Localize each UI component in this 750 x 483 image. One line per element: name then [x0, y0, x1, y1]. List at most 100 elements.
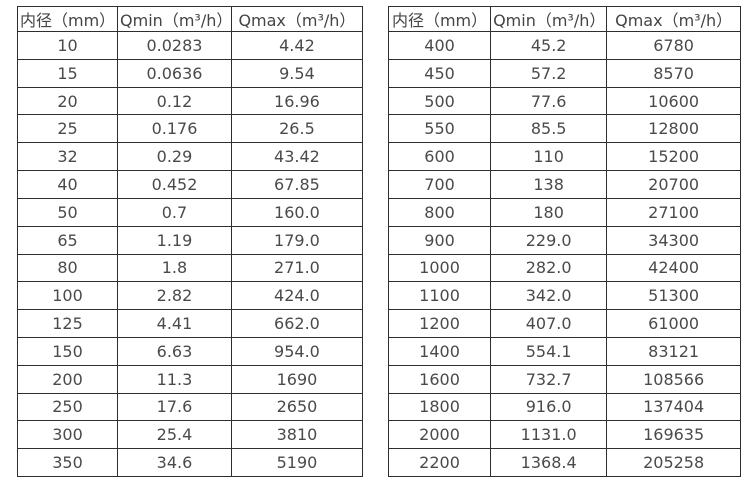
table-cell-qmin: 0.7 [117, 197, 232, 227]
table-cell-qmax: 3810 [230, 420, 364, 450]
table-cell-qmin: 1.19 [117, 225, 232, 255]
table-cell-qmax: 4.42 [230, 31, 364, 60]
table-cell-qmin: 45.2 [490, 31, 608, 60]
table-cell-qmax: 67.85 [230, 170, 364, 199]
table-row: 2200 1368.4 205258 [387, 448, 741, 477]
table-row: 10 0.0283 4.42 [16, 31, 364, 60]
header-row: 内径（mm） Qmin（m³/h） Qmax（m³/h） [387, 6, 741, 32]
table-cell-qmin: 2.82 [117, 281, 232, 311]
table-cell-qmax: 26.5 [230, 114, 364, 144]
table-cell-qmin: 0.12 [117, 86, 232, 116]
table-cell-qmin: 229.0 [490, 225, 608, 255]
header-cell-qmin: Qmin（m³/h） [117, 6, 232, 32]
table-row: 250 17.6 2650 [16, 392, 364, 422]
table-cell-qmin: 732.7 [490, 364, 608, 394]
table-row: 600 110 15200 [387, 142, 741, 172]
table-cell-qmin: 916.0 [490, 392, 608, 422]
table-cell-qmin: 0.0636 [117, 58, 232, 88]
table-row: 20 0.12 16.96 [16, 86, 364, 116]
table-cell-qmin: 180 [490, 197, 608, 227]
table-row: 1100 342.0 51300 [387, 281, 741, 311]
table-cell-qmax: 16.96 [230, 86, 364, 116]
flow-range-table-small-diameter: 内径（mm） Qmin（m³/h） Qmax（m³/h） 10 0.0283 4.42 15… [16, 6, 364, 477]
table-cell-qmax: 169635 [606, 420, 741, 450]
table-cell-qmax: 2650 [230, 392, 364, 422]
table-cell-diameter: 1100 [387, 281, 492, 311]
table-cell-diameter: 2000 [387, 420, 492, 450]
table-row: 2000 1131.0 169635 [387, 420, 741, 450]
table-cell-qmax: 108566 [606, 364, 741, 394]
table-cell-qmax: 9.54 [230, 58, 364, 88]
table-cell-diameter: 300 [16, 420, 119, 450]
table-cell-qmin: 0.452 [117, 170, 232, 199]
table-cell-qmax: 160.0 [230, 197, 364, 227]
header-cell-qmax: Qmax（m³/h） [606, 6, 741, 32]
table-cell-qmax: 12800 [606, 114, 741, 144]
table-row: 65 1.19 179.0 [16, 225, 364, 255]
table-cell-diameter: 20 [16, 86, 119, 116]
table-cell-qmax: 43.42 [230, 142, 364, 172]
table-row: 300 25.4 3810 [16, 420, 364, 450]
table-cell-diameter: 400 [387, 31, 492, 60]
table-cell-qmin: 0.0283 [117, 31, 232, 60]
table-row: 32 0.29 43.42 [16, 142, 364, 172]
table-cell-diameter: 1600 [387, 364, 492, 394]
table-row: 1000 282.0 42400 [387, 253, 741, 283]
table-cell-qmax: 42400 [606, 253, 741, 283]
table-cell-qmax: 179.0 [230, 225, 364, 255]
table-row: 1600 732.7 108566 [387, 364, 741, 394]
table-cell-diameter: 500 [387, 86, 492, 116]
table-cell-diameter: 900 [387, 225, 492, 255]
table-row: 550 85.5 12800 [387, 114, 741, 144]
table-cell-qmax: 15200 [606, 142, 741, 172]
table-cell-diameter: 50 [16, 197, 119, 227]
table-cell-diameter: 600 [387, 142, 492, 172]
table-cell-diameter: 200 [16, 364, 119, 394]
table-row: 1800 916.0 137404 [387, 392, 741, 422]
table-row: 350 34.6 5190 [16, 448, 364, 477]
table-cell-qmin: 1131.0 [490, 420, 608, 450]
table-cell-qmax: 5190 [230, 448, 364, 477]
table-row: 100 2.82 424.0 [16, 281, 364, 311]
table-cell-diameter: 10 [16, 31, 119, 60]
table-row: 25 0.176 26.5 [16, 114, 364, 144]
table-cell-diameter: 100 [16, 281, 119, 311]
table-cell-diameter: 1400 [387, 336, 492, 366]
table-cell-qmin: 110 [490, 142, 608, 172]
table-cell-qmin: 4.41 [117, 309, 232, 338]
table-row: 500 77.6 10600 [387, 86, 741, 116]
table-cell-diameter: 1800 [387, 392, 492, 422]
table-cell-qmax: 205258 [606, 448, 741, 477]
table-row: 50 0.7 160.0 [16, 197, 364, 227]
table-cell-qmax: 27100 [606, 197, 741, 227]
table-cell-diameter: 2200 [387, 448, 492, 477]
table-cell-qmax: 34300 [606, 225, 741, 255]
table-row: 1200 407.0 61000 [387, 309, 741, 338]
table-cell-qmin: 17.6 [117, 392, 232, 422]
table-cell-qmin: 0.29 [117, 142, 232, 172]
table-row: 150 6.63 954.0 [16, 336, 364, 366]
table-cell-qmin: 77.6 [490, 86, 608, 116]
header-cell-diameter: 内径（mm） [387, 6, 492, 32]
table-cell-diameter: 1000 [387, 253, 492, 283]
header-row: 内径（mm） Qmin（m³/h） Qmax（m³/h） [16, 6, 364, 32]
table-cell-qmin: 11.3 [117, 364, 232, 394]
table-cell-qmin: 1368.4 [490, 448, 608, 477]
table-row: 400 45.2 6780 [387, 31, 741, 60]
table-cell-diameter: 40 [16, 170, 119, 199]
header-cell-diameter: 内径（mm） [16, 6, 119, 32]
header-cell-qmin: Qmin（m³/h） [490, 6, 608, 32]
flow-range-table-large-diameter: 内径（mm） Qmin（m³/h） Qmax（m³/h） 400 45.2 6780 450… [387, 6, 741, 477]
table-cell-diameter: 350 [16, 448, 119, 477]
table-cell-qmax: 662.0 [230, 309, 364, 338]
table-cell-qmax: 61000 [606, 309, 741, 338]
table-cell-diameter: 450 [387, 58, 492, 88]
table-cell-qmax: 6780 [606, 31, 741, 60]
table-cell-qmax: 271.0 [230, 253, 364, 283]
table-cell-diameter: 65 [16, 225, 119, 255]
table-cell-diameter: 1200 [387, 309, 492, 338]
table-row: 125 4.41 662.0 [16, 309, 364, 338]
table-row: 80 1.8 271.0 [16, 253, 364, 283]
table-cell-qmax: 8570 [606, 58, 741, 88]
